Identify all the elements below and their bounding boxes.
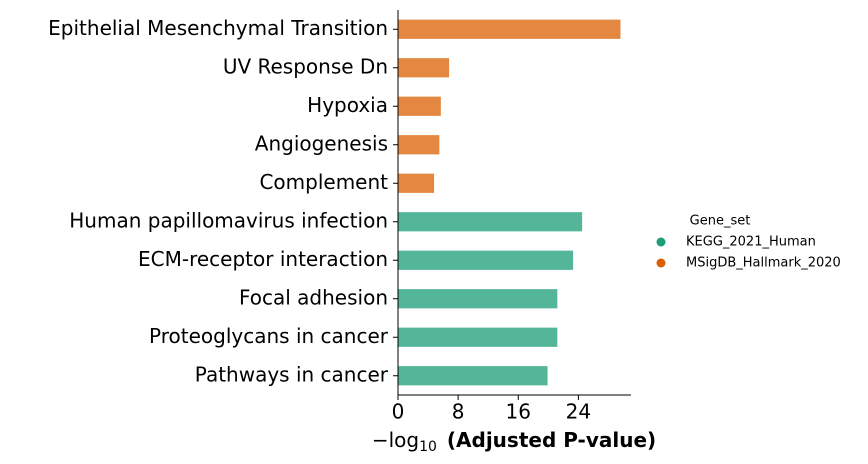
bar [398,19,621,39]
x-label-bold: (Adjusted P-value) [447,428,656,452]
bar [398,173,435,193]
y-tick-label: Proteoglycans in cancer [149,324,389,348]
bar [398,58,450,78]
legend-label: KEGG_2021_Human [686,235,816,250]
y-tick-label: Angiogenesis [255,131,388,155]
bar [398,250,574,270]
bar [398,96,441,116]
x-axis-label: −log10 (Adjusted P-value) [372,428,656,456]
legend-marker [656,237,666,247]
y-tick-label: Human papillomavirus infection [69,208,388,232]
x-tick-label: 16 [506,400,531,424]
y-tick-label: Focal adhesion [239,285,388,309]
y-tick-label: Pathways in cancer [195,362,389,386]
legend-label: MSigDB_Hallmark_2020 [686,256,841,271]
legend-title: Gene_set [690,214,751,229]
y-tick-label: Epithelial Mesenchymal Transition [48,16,388,40]
y-tick-label: Complement [259,170,388,194]
x-tick-label: 0 [392,400,405,424]
bar [398,135,440,155]
y-tick-label: Hypoxia [307,93,388,117]
x-tick-label: 24 [566,400,591,424]
y-tick-label: ECM-receptor interaction [138,247,388,271]
x-label-text: −log [372,428,419,452]
y-tick-label: UV Response Dn [223,54,388,78]
bar [398,327,558,347]
bar [398,212,583,232]
x-tick-label: 8 [452,400,465,424]
x-label-subscript: 10 [419,439,437,455]
legend-marker [656,258,666,268]
bar [398,366,548,386]
bar [398,289,558,309]
